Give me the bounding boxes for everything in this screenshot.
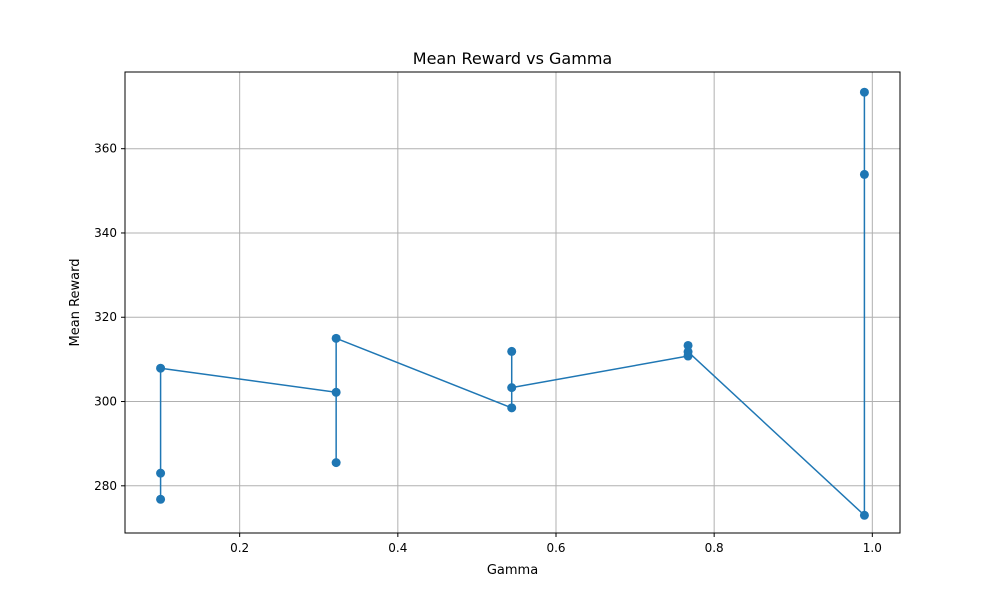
y-axis-label: Mean Reward <box>68 259 83 347</box>
data-point <box>683 347 693 357</box>
data-point <box>683 340 693 350</box>
x-tick-label: 0.2 <box>230 541 249 555</box>
y-tick-label: 280 <box>94 479 117 493</box>
y-tick-label: 340 <box>94 226 117 240</box>
data-point <box>331 387 341 397</box>
grid <box>125 72 900 533</box>
y-tick-label: 300 <box>94 395 117 409</box>
data-point <box>156 468 166 478</box>
chart-title: Mean Reward vs Gamma <box>413 49 612 68</box>
data-point <box>507 403 517 413</box>
data-point <box>859 87 869 97</box>
y-tick-label: 360 <box>94 142 117 156</box>
data-point <box>859 169 869 179</box>
data-point <box>331 458 341 468</box>
data-point <box>331 333 341 343</box>
data-point <box>156 363 166 373</box>
data-point <box>156 494 166 504</box>
x-axis-label: Gamma <box>487 563 538 578</box>
data-point <box>507 346 517 356</box>
y-tick-label: 320 <box>94 310 117 324</box>
x-tick-label: 0.4 <box>388 541 407 555</box>
series-layer <box>156 87 869 520</box>
ticks: 0.2 0.4 0.6 0.8 1.0 280 300 320 340 360 <box>94 142 882 555</box>
plot-frame <box>124 71 901 534</box>
x-tick-label: 0.6 <box>546 541 565 555</box>
data-point <box>507 383 517 393</box>
data-point <box>859 510 869 520</box>
x-tick-label: 0.8 <box>705 541 724 555</box>
x-tick-label: 1.0 <box>863 541 882 555</box>
